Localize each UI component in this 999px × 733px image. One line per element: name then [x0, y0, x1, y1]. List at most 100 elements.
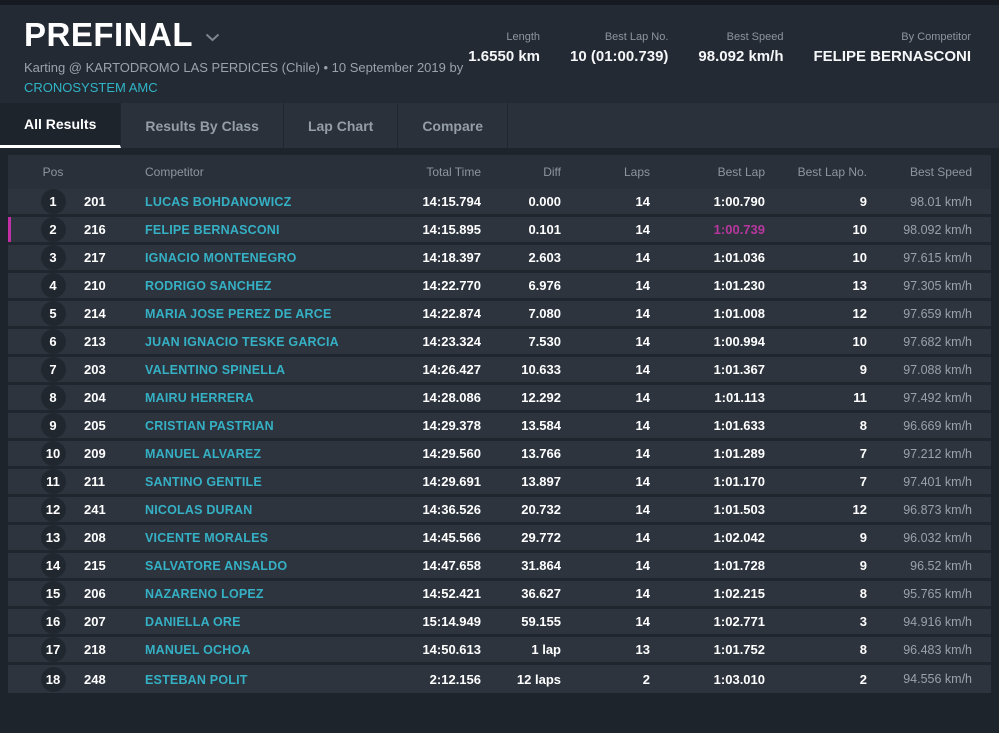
best-lap-no-cell: 10 [852, 334, 867, 349]
position-badge: 10 [40, 441, 66, 466]
competitor-link[interactable]: RODRIGO SANCHEZ [145, 279, 272, 293]
session-title-dropdown[interactable]: PREFINAL [24, 16, 463, 53]
competitor-link[interactable]: CRISTIAN PASTRIAN [145, 419, 274, 433]
event-subtitle: Karting @ KARTODROMO LAS PERDICES (Chile… [24, 60, 464, 76]
tab-lap-chart[interactable]: Lap Chart [284, 103, 399, 148]
competitor-link[interactable]: NICOLAS DURAN [145, 503, 253, 517]
table-row[interactable]: 2 216 FELIPE BERNASCONI 14:15.895 0.101 … [8, 217, 991, 245]
position-badge: 18 [40, 666, 66, 692]
kart-number: 207 [84, 614, 106, 629]
kart-number: 203 [84, 362, 106, 377]
diff-cell: 29.772 [521, 530, 561, 545]
competitor-link[interactable]: MANUEL ALVAREZ [145, 447, 262, 461]
competitor-link[interactable]: VICENTE MORALES [145, 531, 269, 545]
stat-value: FELIPE BERNASCONI [813, 48, 971, 65]
competitor-link[interactable]: JUAN IGNACIO TESKE GARCIA [145, 335, 339, 349]
table-row[interactable]: 14 215 SALVATORE ANSALDO 14:47.658 31.86… [8, 553, 991, 581]
best-lap-no-cell: 9 [859, 362, 867, 377]
kart-number: 218 [84, 642, 106, 657]
best-speed-cell: 96.032 km/h [903, 530, 972, 545]
competitor-link[interactable]: LUCAS BOHDANOWICZ [145, 195, 292, 209]
competitor-link[interactable]: SALVATORE ANSALDO [145, 559, 288, 573]
total-time-cell: 14:29.378 [422, 418, 481, 433]
table-row[interactable]: 12 241 NICOLAS DURAN 14:36.526 20.732 14… [8, 497, 991, 525]
best-lap-cell: 1:01.170 [713, 474, 765, 489]
competitor-link[interactable]: DANIELLA ORE [145, 615, 241, 629]
session-stat: Length 1.6550 km [468, 31, 540, 65]
best-lap-no-cell: 7 [859, 446, 867, 461]
table-row[interactable]: 11 211 SANTINO GENTILE 14:29.691 13.897 … [8, 469, 991, 497]
table-row[interactable]: 4 210 RODRIGO SANCHEZ 14:22.770 6.976 14… [8, 273, 991, 301]
total-time-cell: 14:45.566 [422, 530, 481, 545]
stat-value: 10 (01:00.739) [570, 48, 669, 65]
best-speed-cell: 97.088 km/h [903, 362, 972, 377]
best-lap-cell: 1:02.215 [713, 586, 765, 601]
table-row[interactable]: 10 209 MANUEL ALVAREZ 14:29.560 13.766 1… [8, 441, 991, 469]
chevron-down-icon [205, 29, 220, 47]
position-badge: 8 [40, 385, 66, 410]
competitor-link[interactable]: NAZARENO LOPEZ [145, 587, 264, 601]
total-time-cell: 14:26.427 [422, 362, 481, 377]
best-lap-no-cell: 9 [859, 194, 867, 209]
position-badge: 12 [40, 497, 66, 522]
competitor-link[interactable]: FELIPE BERNASCONI [145, 223, 280, 237]
column-header-laps: Laps [623, 165, 650, 179]
kart-number: 206 [84, 586, 106, 601]
competitor-link[interactable]: ESTEBAN POLIT [145, 672, 248, 687]
diff-cell: 1 lap [531, 642, 561, 657]
table-row[interactable]: 1 201 LUCAS BOHDANOWICZ 14:15.794 0.000 … [8, 189, 991, 217]
results-table: Pos Competitor Total Time Diff Laps Best… [8, 155, 991, 693]
total-time-cell: 14:18.397 [422, 250, 481, 265]
table-row[interactable]: 8 204 MAIRU HERRERA 14:28.086 12.292 14 … [8, 385, 991, 413]
total-time-cell: 15:14.949 [422, 614, 481, 629]
table-row[interactable]: 7 203 VALENTINO SPINELLA 14:26.427 10.63… [8, 357, 991, 385]
total-time-cell: 14:50.613 [422, 642, 481, 657]
total-time-cell: 14:29.691 [422, 474, 481, 489]
diff-cell: 7.530 [528, 334, 561, 349]
laps-cell: 14 [635, 474, 650, 489]
kart-number: 217 [84, 250, 106, 265]
kart-number: 209 [84, 446, 106, 461]
column-header-competitor: Competitor [145, 165, 204, 179]
table-row[interactable]: 17 218 MANUEL OCHOA 14:50.613 1 lap 13 1… [8, 637, 991, 665]
tab-all-results[interactable]: All Results [0, 103, 122, 148]
laps-cell: 14 [635, 222, 650, 237]
best-speed-cell: 97.305 km/h [903, 278, 972, 293]
best-lap-no-cell: 7 [859, 474, 867, 489]
competitor-link[interactable]: MAIRU HERRERA [145, 391, 254, 405]
stat-value: 98.092 km/h [698, 48, 784, 65]
column-header-total-time: Total Time [426, 165, 481, 179]
total-time-cell: 14:22.770 [422, 278, 481, 293]
competitor-link[interactable]: VALENTINO SPINELLA [145, 363, 286, 377]
table-row[interactable]: 16 207 DANIELLA ORE 15:14.949 59.155 14 … [8, 609, 991, 637]
diff-cell: 7.080 [528, 306, 561, 321]
best-speed-cell: 97.492 km/h [903, 390, 972, 405]
best-speed-cell: 94.556 km/h [903, 672, 972, 686]
laps-cell: 14 [635, 586, 650, 601]
table-row[interactable]: 15 206 NAZARENO LOPEZ 14:52.421 36.627 1… [8, 581, 991, 609]
best-speed-cell: 97.659 km/h [903, 306, 972, 321]
competitor-link[interactable]: MANUEL OCHOA [145, 643, 251, 657]
table-row[interactable]: 13 208 VICENTE MORALES 14:45.566 29.772 … [8, 525, 991, 553]
table-row[interactable]: 5 214 MARIA JOSE PEREZ DE ARCE 14:22.874… [8, 301, 991, 329]
tab-compare[interactable]: Compare [398, 103, 508, 148]
diff-cell: 31.864 [521, 558, 561, 573]
competitor-link[interactable]: IGNACIO MONTENEGRO [145, 251, 297, 265]
laps-cell: 14 [635, 334, 650, 349]
table-row[interactable]: 6 213 JUAN IGNACIO TESKE GARCIA 14:23.32… [8, 329, 991, 357]
organizer-link[interactable]: CRONOSYSTEM AMC [24, 80, 158, 96]
table-row[interactable]: 9 205 CRISTIAN PASTRIAN 14:29.378 13.584… [8, 413, 991, 441]
laps-cell: 14 [635, 614, 650, 629]
position-badge: 1 [40, 189, 66, 214]
tab-results-by-class[interactable]: Results By Class [121, 103, 284, 148]
table-row[interactable]: 18 248 ESTEBAN POLIT 2:12.156 12 laps 2 … [8, 665, 991, 693]
best-speed-cell: 96.483 km/h [903, 642, 972, 657]
position-badge: 11 [40, 469, 66, 494]
best-lap-cell: 1:01.752 [713, 642, 765, 657]
competitor-link[interactable]: SANTINO GENTILE [145, 475, 262, 489]
competitor-link[interactable]: MARIA JOSE PEREZ DE ARCE [145, 307, 332, 321]
table-row[interactable]: 3 217 IGNACIO MONTENEGRO 14:18.397 2.603… [8, 245, 991, 273]
column-header-best-lap-no: Best Lap No. [797, 165, 867, 179]
best-lap-cell: 1:01.289 [713, 446, 765, 461]
diff-cell: 10.633 [521, 362, 561, 377]
